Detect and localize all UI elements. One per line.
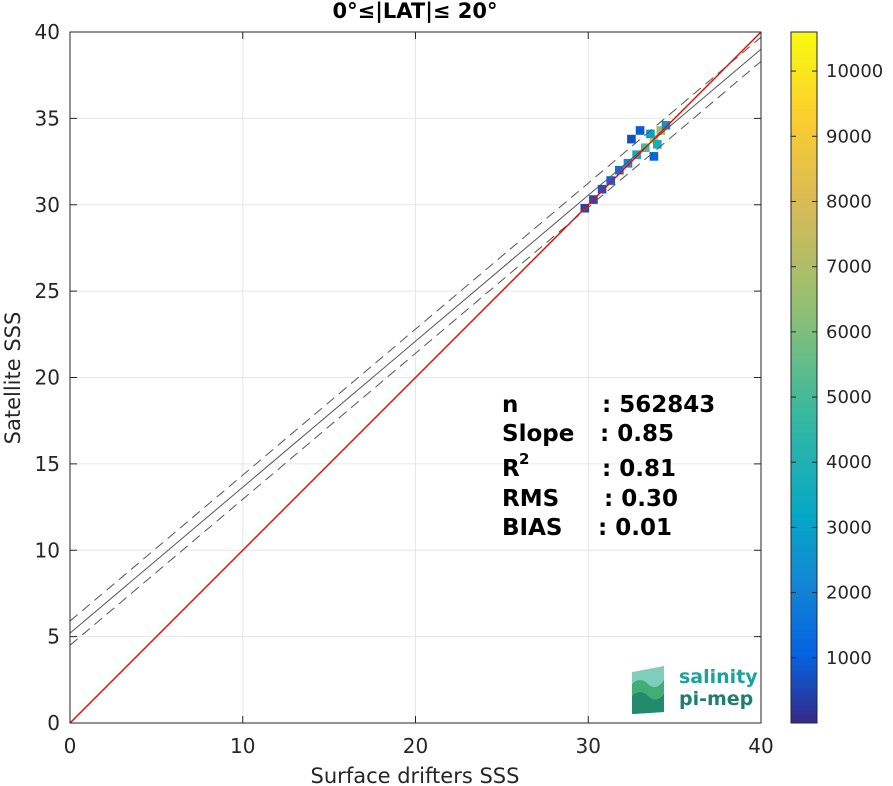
x-axis-ticks: 0 10 20 30 40 <box>64 32 774 758</box>
density-cell <box>623 158 633 168</box>
colorbar-tick-label: 5000 <box>826 387 872 408</box>
y-tick-label: 35 <box>35 106 60 130</box>
density-cell <box>606 176 616 185</box>
stat-n-label: n <box>502 392 518 418</box>
density-cell <box>615 165 624 175</box>
density-cell <box>635 126 645 135</box>
colorbar-tick-label: 1000 <box>826 648 872 669</box>
density-cell <box>656 126 666 135</box>
stat-r2-sup: 2 <box>519 450 529 468</box>
stat-r2-value: : 0.81 <box>602 456 676 482</box>
colorbar-tick-label: 7000 <box>826 257 872 278</box>
upper-bound-line <box>70 36 761 622</box>
y-tick-label: 40 <box>35 20 60 44</box>
x-tick-label: 20 <box>403 734 428 758</box>
colorbar-tick-label: 6000 <box>826 322 872 343</box>
y-tick-label: 5 <box>47 625 60 649</box>
x-tick-label: 30 <box>576 734 601 758</box>
stats-box: n : 562843 Slope : 0.85 R 2 : 0.81 RMS :… <box>502 392 715 541</box>
colorbar-tick-label: 10000 <box>826 61 883 82</box>
stat-rms-value: : 0.30 <box>604 486 678 512</box>
density-cell <box>653 139 662 149</box>
x-tick-label: 0 <box>64 734 77 758</box>
density-cell <box>627 134 636 144</box>
y-tick-label: 15 <box>35 452 60 476</box>
regression-line <box>70 48 761 634</box>
y-tick-label: 20 <box>35 366 60 390</box>
density-cell <box>646 129 655 139</box>
x-axis-title: Surface drifters SSS <box>311 764 520 786</box>
y-tick-label: 30 <box>35 193 60 217</box>
salinity-pimep-logo: salinity pi-mep <box>632 666 758 714</box>
stat-rms-label: RMS <box>502 486 559 512</box>
logo-wave-icon <box>632 666 664 714</box>
stat-r2-label: R <box>502 456 520 482</box>
stat-n-value: : 562843 <box>602 392 715 418</box>
colorbar-tick-label: 4000 <box>826 452 872 473</box>
stat-bias-value: : 0.01 <box>598 515 672 541</box>
y-axis-title: Satellite SSS <box>1 312 25 445</box>
colorbar-tick-label: 3000 <box>826 517 872 538</box>
lower-bound-line <box>70 60 761 646</box>
stat-slope-value: : 0.85 <box>600 421 674 447</box>
y-tick-label: 25 <box>35 279 60 303</box>
density-cell <box>597 184 607 194</box>
colorbar-tick-label: 2000 <box>826 583 872 604</box>
stat-bias-label: BIAS <box>502 515 562 541</box>
reference-lines <box>70 32 761 723</box>
x-tick-label: 40 <box>748 734 773 758</box>
density-cell <box>661 120 671 130</box>
y-tick-label: 10 <box>35 538 60 562</box>
y-tick-label: 0 <box>47 711 60 735</box>
density-cell <box>649 152 659 161</box>
stat-slope-label: Slope <box>502 421 574 447</box>
logo-line1: salinity <box>679 666 758 688</box>
colorbar <box>790 31 818 724</box>
x-tick-label: 10 <box>230 734 255 758</box>
colorbar-tick-label: 8000 <box>826 191 872 212</box>
logo-line2: pi-mep <box>679 688 753 710</box>
chart-title: 0°≤|LAT|≤ 20° <box>332 0 497 24</box>
colorbar-ticks: 1000 2000 3000 4000 5000 6000 7000 8000 9000 1000… <box>791 61 883 669</box>
y-axis-ticks: 0 5 10 15 20 25 30 35 40 <box>35 20 761 735</box>
colorbar-tick-label: 9000 <box>826 126 872 147</box>
